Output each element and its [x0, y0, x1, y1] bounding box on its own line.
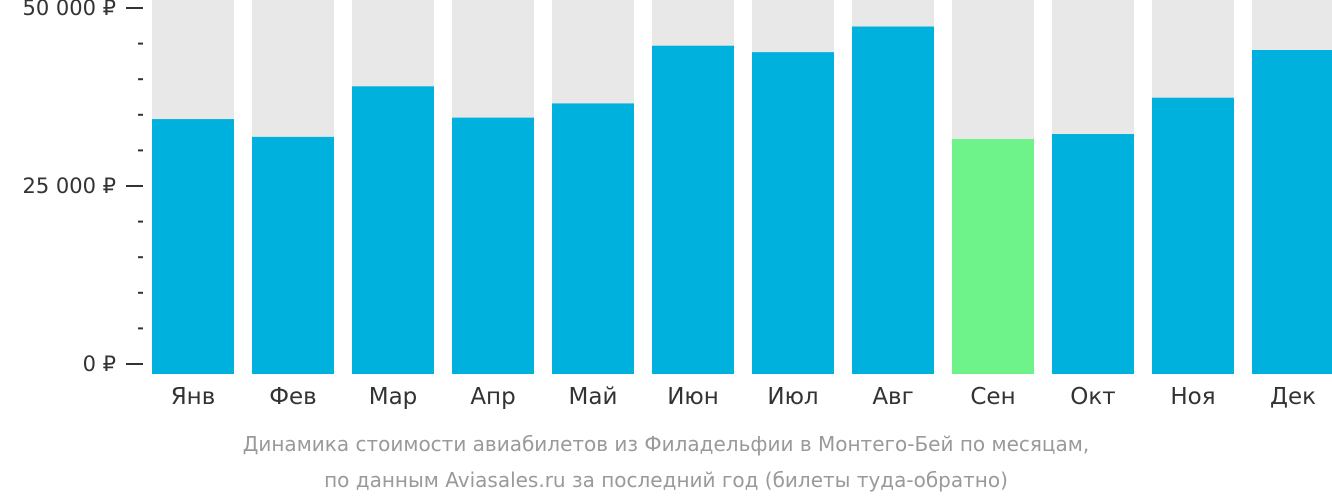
x-tick-label: Июн	[667, 384, 719, 410]
x-axis-labels: Янв Фев Мар Апр Май Июн Июл Авг Сен Окт Ноя Дек	[171, 384, 1316, 410]
y-tick-label: 50 000 ₽	[22, 0, 116, 20]
x-tick-label: Мар	[369, 384, 418, 410]
x-tick-label: Янв	[171, 384, 216, 410]
bar-Сен	[952, 139, 1034, 374]
bar-Июл	[752, 52, 834, 374]
x-tick-label: Сен	[970, 384, 1015, 410]
bar-Окт	[1052, 134, 1134, 374]
x-tick-label: Дек	[1270, 384, 1316, 410]
bar-chart: 0 ₽ 25 000 ₽ 50 000 ₽ Янв Фев Мар Апр Май Июн Ию…	[22, 0, 1332, 410]
bars	[152, 0, 1332, 375]
x-tick-label: Авг	[872, 384, 913, 410]
bar-Фев	[252, 136, 334, 374]
bar-Ноя	[1152, 97, 1234, 374]
y-tick-label: 25 000 ₽	[22, 174, 116, 198]
chart-caption-line-1: Динамика стоимости авиабилетов из Филаде…	[242, 432, 1090, 456]
y-axis: 0 ₽ 25 000 ₽ 50 000 ₽	[22, 0, 143, 376]
bar-Апр	[452, 117, 534, 374]
x-tick-label: Ноя	[1170, 384, 1215, 410]
x-tick-label: Май	[569, 384, 618, 410]
bar-Май	[552, 103, 634, 375]
bar-Янв	[152, 119, 234, 375]
x-tick-label: Июл	[767, 384, 818, 410]
chart-caption-line-2: по данным Aviasales.ru за последний год …	[324, 468, 1008, 492]
bar-Мар	[352, 86, 434, 374]
y-tick-label: 0 ₽	[83, 352, 116, 376]
x-tick-label: Апр	[470, 384, 515, 410]
bar-Дек	[1252, 50, 1332, 375]
x-tick-label: Окт	[1070, 384, 1115, 410]
x-tick-label: Фев	[269, 384, 317, 410]
bar-Авг	[852, 26, 934, 375]
bar-Июн	[652, 45, 734, 375]
